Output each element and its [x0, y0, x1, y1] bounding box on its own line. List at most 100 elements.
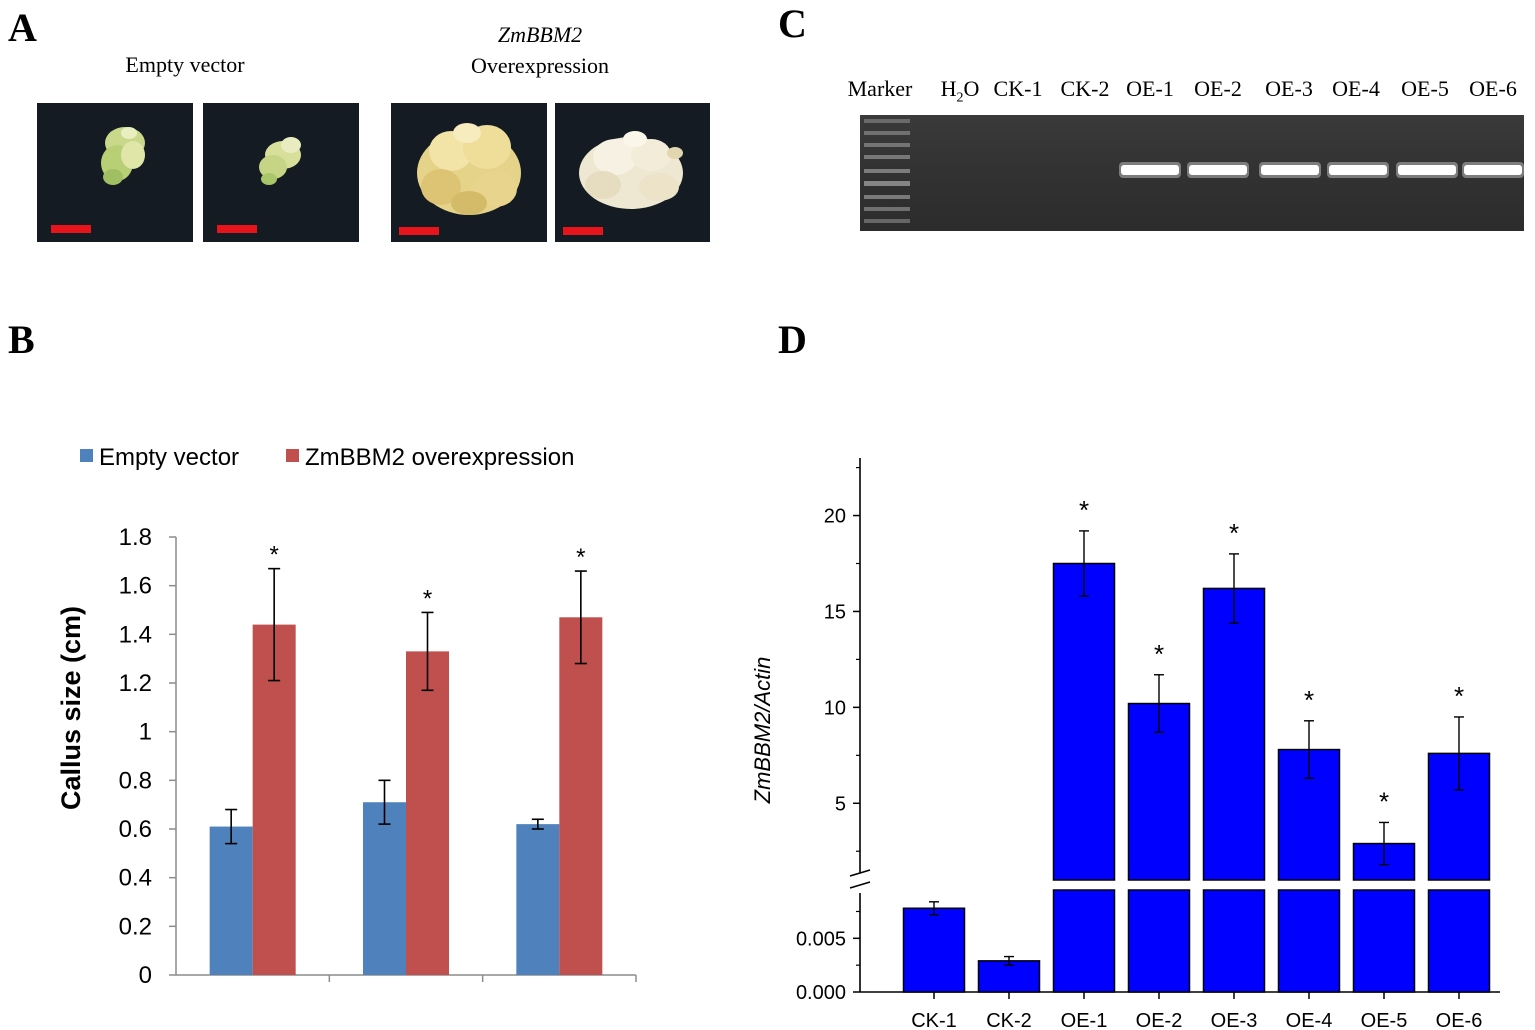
legend-swatch: [80, 449, 93, 462]
callus-photo-oe-1: [391, 103, 547, 242]
gel-band: [1329, 165, 1387, 175]
gel-band: [1464, 165, 1522, 175]
lane-label: CK-1: [993, 76, 1043, 101]
bar: [559, 617, 603, 975]
callus-empty-2-image: [259, 137, 301, 185]
gel-band: [1121, 165, 1179, 175]
y-axis-label: Callus size (cm): [56, 606, 86, 810]
y-axis-label-ref: /Actin: [750, 657, 775, 714]
agarose-gel: [860, 115, 1524, 231]
x-tick-label: CK-2: [986, 1010, 1032, 1030]
bar: [252, 624, 296, 975]
callus-photo-oe-2: [555, 103, 710, 242]
callus-oe-2-image: [579, 131, 683, 209]
x-tick-label: OE-3: [1211, 1010, 1258, 1030]
y-tick-label: 0.4: [119, 865, 152, 892]
y-tick-label: 1.6: [119, 573, 152, 600]
significance-marker: *: [1229, 518, 1239, 548]
callus-empty-1-image: [101, 127, 145, 185]
panel-letter-b: B: [8, 317, 35, 362]
y-tick-label: 5: [835, 793, 846, 815]
bar: [1052, 562, 1116, 881]
gel-band: [1189, 165, 1247, 175]
y-tick-label: 20: [824, 506, 846, 528]
bar-lower: [1277, 889, 1341, 993]
panel-letter-c: C: [778, 1, 807, 46]
bar-lower: [1052, 889, 1116, 993]
y-tick-label: 10: [824, 697, 846, 719]
y-axis-label: ZmBBM2/Actin: [750, 657, 775, 805]
y-tick-label: 1.4: [119, 621, 152, 648]
chart-d: 5 10 15 20 0.000 0.005 ZmBBM2/Actin CK-1 CK-2 OE-…: [750, 458, 1500, 1030]
marker-ladder: [864, 119, 910, 223]
bar: [363, 802, 406, 975]
bar: [209, 826, 253, 975]
bar: [516, 824, 560, 975]
lane-label: OE-2: [1194, 76, 1242, 101]
y-tick-label: 0.2: [119, 913, 152, 940]
bar-lower: [1127, 889, 1191, 993]
lane-label-marker: Marker: [847, 76, 913, 101]
callus-photo-empty-2: [203, 103, 359, 242]
bar: [977, 960, 1041, 993]
panel-letter-a: A: [8, 5, 37, 50]
y-tick-label: 1.2: [119, 670, 152, 697]
overexpression-caption: Overexpression: [470, 53, 610, 78]
lane-label: CK-2: [1060, 76, 1110, 101]
y-tick-label: 1.8: [119, 524, 152, 551]
scale-bar: [563, 227, 603, 235]
y-tick-label: 0: [139, 962, 152, 989]
lane-label: OE-5: [1401, 76, 1449, 101]
x-tick-label: OE-4: [1286, 1010, 1333, 1030]
scale-bar: [399, 227, 439, 235]
bar: [1127, 702, 1191, 881]
axis-break-mark: [849, 881, 871, 889]
gel-band: [1261, 165, 1319, 175]
y-tick-label: 0.005: [796, 928, 846, 950]
y-tick-label: 15: [824, 601, 846, 623]
x-tick-label: OE-6: [1436, 1010, 1483, 1030]
x-tick-label: OE-2: [1136, 1010, 1183, 1030]
significance-marker: *: [1154, 639, 1164, 669]
callus-photo-empty-1: [37, 103, 193, 242]
significance-marker: *: [423, 585, 432, 612]
gel-image: [864, 119, 1524, 223]
scale-bar: [217, 225, 257, 233]
callus-oe-1-image: [417, 123, 521, 215]
bar-lower: [1202, 889, 1266, 993]
bar: [406, 651, 449, 975]
bar-lower: [1352, 889, 1416, 993]
significance-marker: *: [1454, 681, 1464, 711]
scale-bar: [51, 225, 91, 233]
bar-lower: [1427, 889, 1491, 993]
significance-marker: *: [1079, 495, 1089, 525]
x-tick-label: OE-1: [1061, 1010, 1108, 1030]
x-tick-label: CK-1: [911, 1010, 957, 1030]
bar: [902, 907, 966, 993]
lane-label-h2o: H2O: [941, 76, 980, 106]
chart-b: Empty vector ZmBBM2 overexpression 0 0.2 0.4…: [56, 444, 637, 989]
significance-marker: *: [1379, 786, 1389, 816]
lane-label: OE-6: [1469, 76, 1517, 101]
y-tick-label: 1: [139, 719, 152, 746]
gel-band: [1398, 165, 1456, 175]
axis-break-mark: [849, 869, 871, 877]
panel-letter-d: D: [778, 317, 807, 362]
legend-label: Empty vector: [99, 444, 239, 471]
lane-label: OE-3: [1265, 76, 1313, 101]
h2o-h: H: [940, 76, 957, 101]
x-tick-label: OE-5: [1361, 1010, 1408, 1030]
bar: [1202, 587, 1266, 881]
legend-swatch: [286, 449, 299, 462]
y-tick-label: 0.8: [119, 767, 152, 794]
lane-label: OE-4: [1332, 76, 1380, 101]
h2o-o: O: [963, 76, 980, 101]
empty-vector-caption: Empty vector: [125, 52, 245, 77]
significance-marker: *: [1304, 685, 1314, 715]
overexpression-gene-caption: ZmBBM2: [497, 22, 583, 47]
y-axis-label-gene: ZmBBM2: [750, 712, 775, 805]
significance-marker: *: [269, 542, 278, 569]
y-tick-label: 0.000: [796, 982, 846, 1004]
lane-label: OE-1: [1126, 76, 1174, 101]
h2o-subscript: 2: [956, 90, 964, 106]
